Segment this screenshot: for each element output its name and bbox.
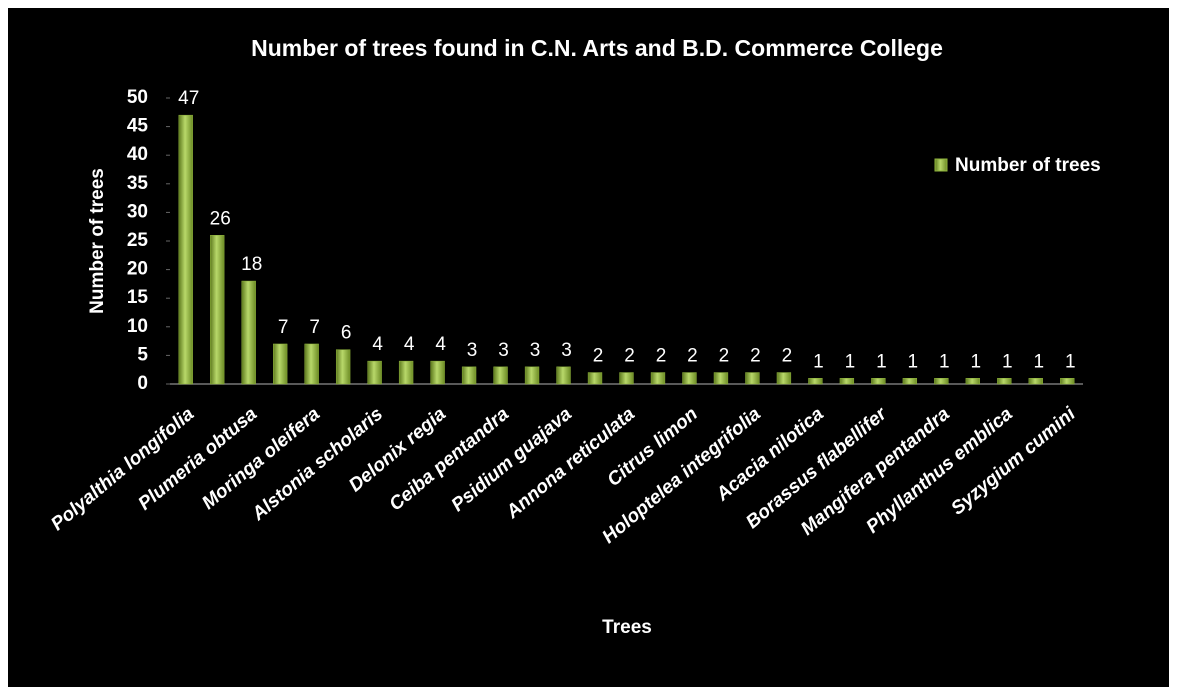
bar [398,360,414,385]
data-label: 1 [1065,351,1076,372]
bar [902,378,918,385]
bar [587,372,603,385]
bar [210,235,225,385]
bar [178,114,193,385]
data-label: 3 [467,340,478,361]
bar [461,366,477,385]
data-label: 3 [561,340,572,361]
bar [682,372,697,385]
chart-background [8,8,1169,687]
data-label: 18 [241,254,262,275]
data-label: 7 [278,317,289,338]
bar [1060,378,1075,385]
data-label: 2 [593,346,604,367]
data-label: 2 [782,346,793,367]
bar [997,378,1012,385]
data-label: 1 [1033,351,1044,372]
data-label: 7 [309,317,320,338]
bar [524,366,540,385]
data-label: 1 [939,351,950,372]
y-tick-label: 30 [127,201,148,222]
y-tick-label: 35 [127,173,149,194]
bar [273,343,288,385]
y-tick-label: 25 [127,230,149,251]
bar [335,349,351,385]
bar [839,378,855,385]
bar [745,372,760,385]
bar [619,372,634,385]
bar [934,378,949,385]
data-label: 1 [1002,351,1013,372]
data-label: 2 [656,346,667,367]
bar [493,366,508,385]
bar [713,372,729,385]
bar [871,378,886,385]
data-label: 1 [876,351,887,372]
data-label: 47 [178,88,199,109]
data-label: 1 [971,351,982,372]
y-tick-label: 5 [137,344,148,365]
bar [304,343,319,385]
data-label: 1 [908,351,919,372]
data-label: 2 [624,346,635,367]
y-tick-label: 15 [127,287,149,308]
legend-marker [934,158,948,172]
data-label: 26 [210,208,231,229]
x-axis-title: Trees [602,617,652,638]
legend-label: Number of trees [955,155,1101,176]
y-tick-label: 40 [127,144,148,165]
bar [430,360,445,385]
data-label: 2 [719,346,730,367]
bar [367,360,382,385]
y-tick-label: 50 [127,87,148,108]
data-label: 1 [813,351,824,372]
data-label: 4 [435,334,446,355]
bar [965,378,980,385]
chart-title: Number of trees found in C.N. Arts and B… [251,35,943,61]
bar [556,366,571,385]
data-label: 3 [498,340,509,361]
bar [776,372,792,385]
y-tick-label: 0 [137,373,148,394]
data-label: 2 [750,346,761,367]
bar [808,378,823,385]
y-axis-title: Number of trees [87,168,108,314]
bar [241,280,256,385]
bar [1028,378,1043,385]
data-label: 4 [404,334,415,355]
data-label: 2 [687,346,698,367]
y-tick-label: 10 [127,316,148,337]
y-tick-label: 20 [127,259,148,280]
data-label: 1 [845,351,856,372]
data-label: 6 [341,323,352,344]
y-tick-label: 45 [127,116,149,137]
data-label: 3 [530,340,541,361]
data-label: 4 [372,334,383,355]
bar [650,372,666,385]
